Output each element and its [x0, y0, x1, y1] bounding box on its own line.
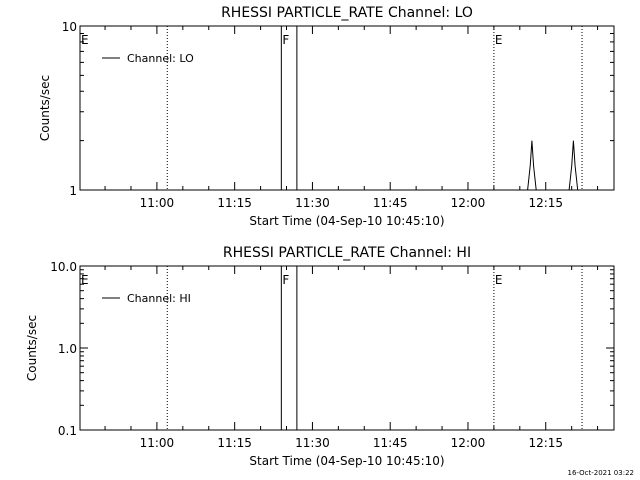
chart-title-hi: RHESSI PARTICLE_RATE Channel: HI: [223, 245, 471, 261]
x-tick-label: 11:15: [217, 196, 252, 210]
x-tick-label: 11:45: [373, 196, 408, 210]
x-tick-label: 11:00: [140, 196, 175, 210]
render-timestamp: 16-Oct-2021 03:22: [567, 469, 634, 477]
event-marker-label: E: [81, 33, 89, 47]
chart-title-lo: RHESSI PARTICLE_RATE Channel: LO: [221, 5, 473, 21]
legend-label: Channel: HI: [127, 292, 191, 305]
event-marker-label: F: [282, 33, 289, 47]
y-axis-label-lo: Counts/sec: [38, 75, 52, 141]
x-tick-label: 11:45: [373, 436, 408, 450]
legend-label: Channel: LO: [127, 52, 194, 65]
x-tick-label: 11:15: [217, 436, 252, 450]
x-tick-label: 12:00: [451, 196, 486, 210]
x-tick-label: 12:00: [451, 436, 486, 450]
x-tick-label: 12:15: [528, 436, 563, 450]
event-marker-label: E: [495, 273, 503, 287]
y-tick-label: 1.0: [58, 342, 77, 356]
plot-frame: [79, 25, 615, 191]
event-marker-label: F: [282, 273, 289, 287]
event-marker-label: E: [81, 273, 89, 287]
chart-hi: RHESSI PARTICLE_RATE Channel: HI Counts/…: [25, 245, 615, 468]
y-tick-label: 1: [69, 184, 77, 198]
x-tick-label: 12:15: [528, 196, 563, 210]
x-axis-label-hi: Start Time (04-Sep-10 10:45:10): [249, 454, 444, 468]
y-tick-label: 10: [62, 20, 77, 34]
x-tick-label: 11:30: [295, 196, 330, 210]
y-tick-label: 0.1: [58, 424, 77, 438]
x-axis-label-lo: Start Time (04-Sep-10 10:45:10): [249, 214, 444, 228]
x-tick-label: 11:30: [295, 436, 330, 450]
y-tick-label: 10.0: [50, 260, 77, 274]
x-tick-label: 11:00: [140, 436, 175, 450]
plot-frame: [79, 265, 615, 431]
chart-lo: RHESSI PARTICLE_RATE Channel: LO Counts/…: [38, 5, 615, 228]
y-axis-label-hi: Counts/sec: [25, 315, 39, 381]
series-line: [527, 140, 579, 191]
event-marker-label: E: [495, 33, 503, 47]
